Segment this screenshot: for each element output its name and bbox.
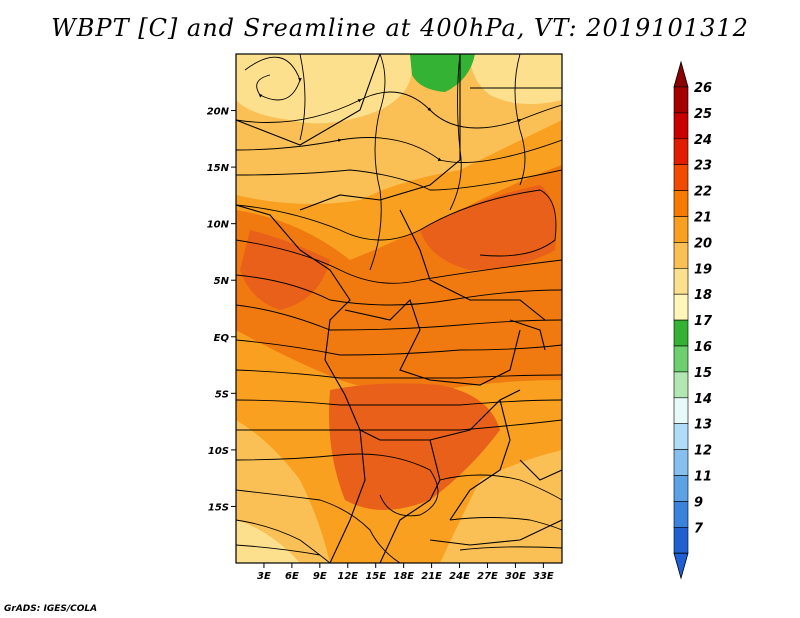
wbpt-field-hotter-core	[420, 185, 556, 270]
colorbar-label: 15	[694, 366, 712, 381]
colorbar-segment	[673, 475, 689, 502]
colorbar-label: 23	[694, 159, 712, 174]
streamlines	[236, 54, 562, 563]
colorbar-segment	[673, 345, 689, 373]
lat-label: 15N	[207, 163, 230, 174]
colorbar-segment	[673, 423, 689, 450]
lat-label: 20N	[207, 107, 230, 118]
lat-label: 10N	[207, 220, 230, 231]
colorbar-label: 14	[694, 392, 712, 407]
lon-label: 6E	[285, 571, 299, 582]
colorbar-label: 22	[694, 185, 712, 200]
colorbar-label: 25	[694, 107, 712, 122]
colorbar-segment	[673, 164, 689, 191]
lon-label: 30E	[505, 571, 526, 582]
colorbar-top-arrow	[673, 60, 689, 88]
colorbar-label: 16	[694, 340, 712, 355]
colorbar: 26 25 24 23 22 21 20 19 18 17 16 15 14 13 12 11 9 7	[673, 60, 713, 580]
colorbar-segment	[673, 293, 689, 321]
lat-label: EQ	[214, 333, 230, 344]
map-title: WBPT [C] and Sreamline at 400hPa, VT: 20…	[51, 14, 749, 42]
colorbar-segment	[673, 86, 689, 114]
lat-label: 5N	[214, 276, 230, 287]
colorbar-label: 20	[694, 236, 712, 251]
wbpt-field-south-pale	[236, 520, 300, 563]
colorbar-label: 18	[694, 288, 712, 303]
colorbar-label: 21	[694, 211, 712, 226]
colorbar-segment	[673, 216, 689, 243]
lon-label: 9E	[313, 571, 327, 582]
colorbar-segment	[673, 138, 689, 166]
wbpt-field-southwest-cool	[236, 420, 330, 563]
colorbar-segment	[673, 449, 689, 476]
lon-label: 18E	[393, 571, 414, 582]
latitude-axis: 20N 15N 10N 5N EQ 5S 10S 15S	[207, 107, 236, 513]
lon-label: 15E	[365, 571, 386, 582]
colorbar-segment	[673, 526, 689, 554]
colorbar-segment	[673, 190, 689, 217]
longitude-axis: 3E 6E 9E 12E 15E 18E 21E 24E 27E 30E 33E	[257, 563, 554, 582]
colorbar-label: 19	[694, 262, 712, 277]
colorbar-segment	[673, 112, 689, 140]
map-frame	[235, 53, 563, 564]
colorbar-segment	[673, 242, 689, 269]
colorbar-label: 7	[694, 521, 704, 536]
colorbar-label: 17	[694, 314, 713, 329]
colorbar-bottom-arrow	[673, 552, 689, 580]
grads-credit: GrADS: IGES/COLA	[4, 604, 98, 614]
lon-label: 21E	[421, 571, 442, 582]
colorbar-segment	[673, 371, 689, 399]
colorbar-label: 26	[694, 81, 712, 96]
wbpt-field-northeast-pale	[470, 54, 562, 104]
lon-label: 27E	[477, 571, 498, 582]
lon-label: 24E	[449, 571, 470, 582]
colorbar-label: 13	[694, 418, 712, 433]
colorbar-segment	[673, 319, 689, 347]
lat-label: 15S	[208, 502, 229, 513]
colorbar-segment	[673, 267, 689, 295]
country-borders	[236, 54, 562, 563]
colorbar-label: 11	[694, 470, 712, 485]
colorbar-label: 12	[694, 444, 712, 459]
lat-label: 10S	[208, 446, 229, 457]
colorbar-label: 9	[694, 495, 703, 510]
lat-label: 5S	[215, 389, 229, 400]
colorbar-label: 24	[694, 133, 712, 148]
colorbar-segment	[673, 397, 689, 424]
lon-label: 12E	[337, 571, 358, 582]
lon-label: 33E	[533, 571, 554, 582]
colorbar-segment	[673, 501, 689, 528]
lon-label: 3E	[257, 571, 271, 582]
map-panel	[236, 54, 562, 563]
wbpt-field-south-hot	[329, 383, 500, 510]
